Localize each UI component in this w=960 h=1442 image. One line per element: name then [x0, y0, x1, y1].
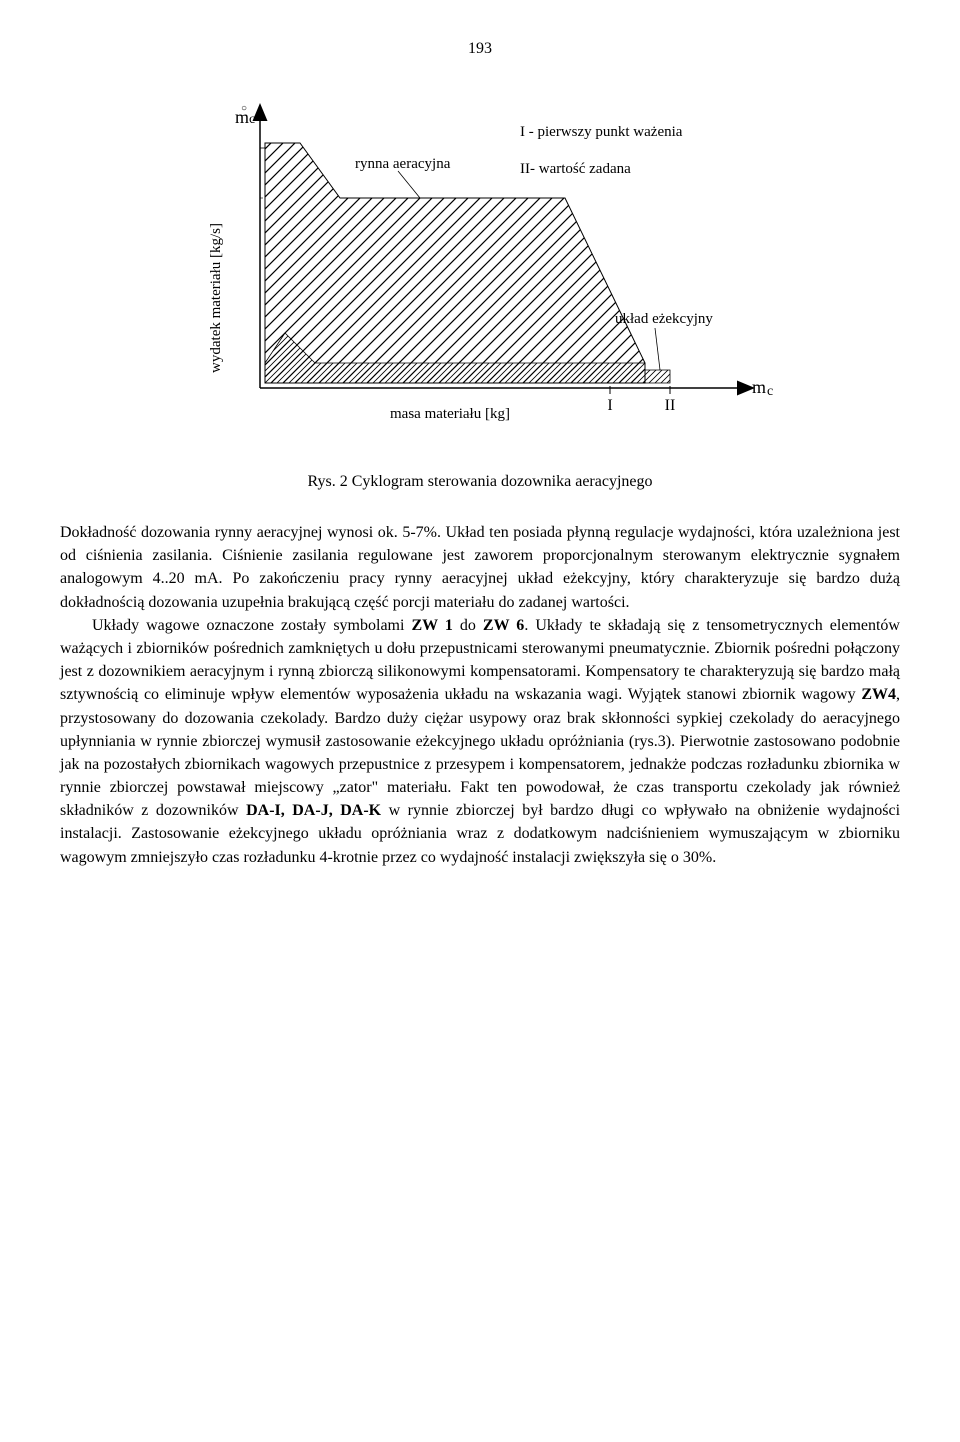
p2-a: Układy wagowe oznaczone zostały symbolam…	[92, 617, 411, 634]
label-rynna: rynna aeracyjna	[355, 156, 451, 172]
tick-ii: II	[665, 397, 676, 414]
paragraph-1: Dokładność dozowania rynny aeracyjnej wy…	[60, 524, 900, 611]
p2-b: ZW 1	[411, 617, 452, 634]
x-axis-label: masa materiału [kg]	[390, 406, 510, 422]
y-top-symbol-sub: c	[249, 112, 255, 127]
body-text: Dokładność dozowania rynny aeracyjnej wy…	[60, 521, 900, 869]
p2-h: DA-I, DA-J, DA-K	[246, 802, 381, 819]
label-pierwszy: I - pierwszy punkt ważenia	[520, 124, 683, 140]
p2-c: do	[453, 617, 483, 634]
y-axis-label: wydatek materiału [kg/s]	[208, 223, 224, 373]
label-ezekcyjny: układ eżekcyjny	[615, 311, 713, 327]
p2-f: ZW4	[861, 686, 896, 703]
tick-i: I	[607, 397, 612, 414]
p2-g: , przystosowany do dozowania czekolady. …	[60, 686, 900, 819]
figure-caption: Rys. 2 Cyklogram sterowania dozownika ae…	[60, 473, 900, 491]
x-right-symbol: m	[752, 377, 766, 397]
page-number: 193	[60, 40, 900, 58]
p2-d: ZW 6	[483, 617, 524, 634]
cyclogram-chart: m c ○ m c wydatek materiału [kg/s] masa …	[170, 88, 790, 448]
y-top-symbol-dot: ○	[241, 103, 247, 114]
x-right-symbol-sub: c	[767, 384, 773, 399]
label-zadana: II- wartość zadana	[520, 161, 631, 177]
